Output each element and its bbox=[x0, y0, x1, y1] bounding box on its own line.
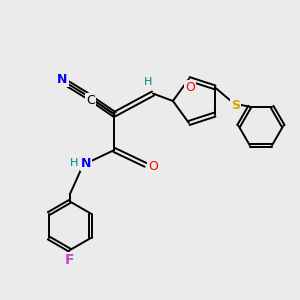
Text: O: O bbox=[185, 81, 195, 94]
Text: F: F bbox=[65, 253, 74, 267]
Text: C: C bbox=[86, 94, 95, 107]
Text: O: O bbox=[148, 160, 158, 173]
Text: N: N bbox=[81, 157, 91, 170]
Text: N: N bbox=[57, 73, 68, 86]
Text: S: S bbox=[231, 99, 240, 112]
Text: H: H bbox=[144, 76, 153, 87]
Text: H: H bbox=[70, 158, 78, 168]
